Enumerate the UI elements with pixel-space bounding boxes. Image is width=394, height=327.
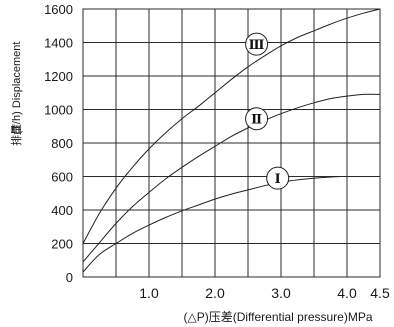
y-tick-label: 800 — [51, 136, 73, 151]
grid — [82, 8, 381, 278]
series-marker-label: Ⅲ — [249, 38, 265, 53]
plot-frame — [82, 8, 381, 278]
x-tick-label: 3.0 — [271, 285, 291, 301]
series-line — [82, 8, 381, 244]
series-line — [82, 176, 341, 273]
y-tick-label: 1600 — [44, 2, 73, 17]
y-tick-label: 200 — [51, 237, 73, 252]
y-tick-label: 1200 — [44, 69, 73, 84]
series-marker-label: Ⅱ — [251, 113, 262, 128]
y-tick-label: 600 — [51, 170, 73, 185]
y-axis-label-en: (T/h) Displacement — [11, 42, 23, 135]
x-tick-labels: 1.0 2.0 3.0 4.0 4.5 — [139, 285, 390, 301]
series-marker-circle — [245, 32, 269, 56]
series-marker-label: Ⅰ — [275, 172, 281, 187]
y-tick-label: 400 — [51, 203, 73, 218]
x-axis-label: (△P)压差(Differential pressure)MPa — [183, 310, 372, 324]
curves — [82, 8, 381, 273]
x-tick-label: 2.0 — [205, 285, 225, 301]
series-marker: Ⅲ — [245, 32, 269, 56]
x-tick-label: 4.0 — [337, 285, 357, 301]
y-tick-label: 0 — [66, 270, 73, 285]
y-tick-label: 1400 — [44, 36, 73, 51]
y-tick-labels: 0 200 400 600 800 1000 1200 1400 1600 — [44, 2, 73, 285]
series-marker-circle — [266, 166, 290, 190]
x-tick-label: 1.0 — [139, 285, 159, 301]
y-axis-label-cn: 排量 — [9, 124, 23, 146]
series-markers: Ⅲ Ⅱ Ⅰ — [245, 32, 290, 190]
y-tick-label: 1000 — [44, 103, 73, 118]
series-marker: Ⅰ — [266, 166, 290, 190]
series-marker-circle — [245, 107, 269, 131]
series-marker: Ⅱ — [245, 107, 269, 131]
series-line — [82, 93, 381, 263]
x-tick-label: 4.5 — [370, 285, 390, 301]
